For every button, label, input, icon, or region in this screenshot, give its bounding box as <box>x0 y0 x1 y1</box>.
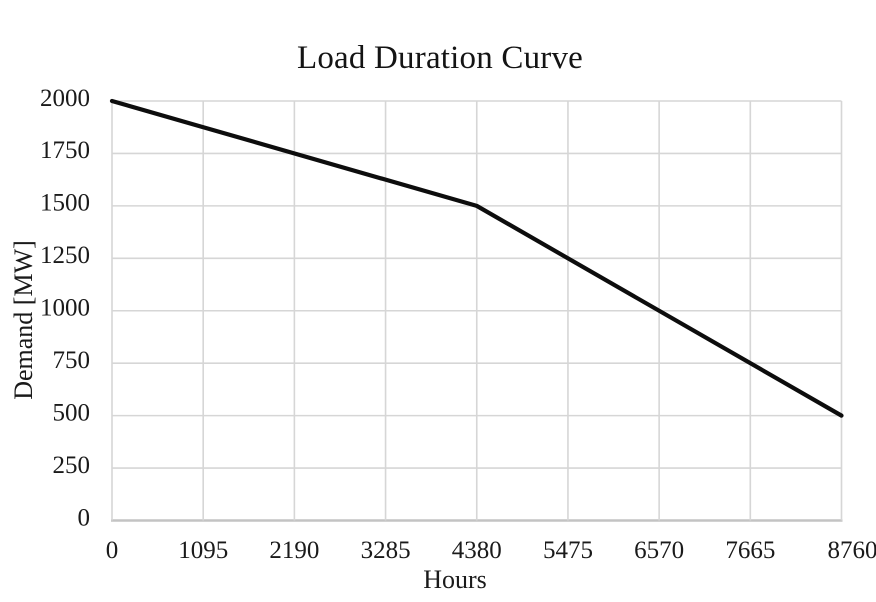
x-axis-title: Hours <box>423 565 487 594</box>
x-tick-label: 4380 <box>452 537 502 564</box>
y-tick-label: 2000 <box>40 85 90 112</box>
y-tick-label: 250 <box>53 452 91 479</box>
x-tick-label: 8760 <box>828 537 876 564</box>
x-tick-label: 3285 <box>361 537 411 564</box>
y-tick-label: 0 <box>78 504 91 531</box>
x-tick-label: 7665 <box>725 537 775 564</box>
x-tick-label: 0 <box>106 537 119 564</box>
demand-line <box>109 98 844 418</box>
x-tick-label: 1095 <box>178 537 228 564</box>
y-axis-title: Demand [MW] <box>9 240 38 400</box>
y-tick-label: 1750 <box>40 137 90 164</box>
y-tick-label: 750 <box>53 347 91 374</box>
chart-title: Load Duration Curve <box>296 40 584 76</box>
y-tick-label: 1000 <box>40 295 90 322</box>
x-tick-label: 5475 <box>543 537 593 564</box>
y-tick-label: 1500 <box>40 190 90 217</box>
x-tick-label: 6570 <box>634 537 684 564</box>
y-tick-label: 1250 <box>40 242 90 269</box>
x-tick-label: 2190 <box>269 537 319 564</box>
y-tick-label: 500 <box>53 399 91 426</box>
